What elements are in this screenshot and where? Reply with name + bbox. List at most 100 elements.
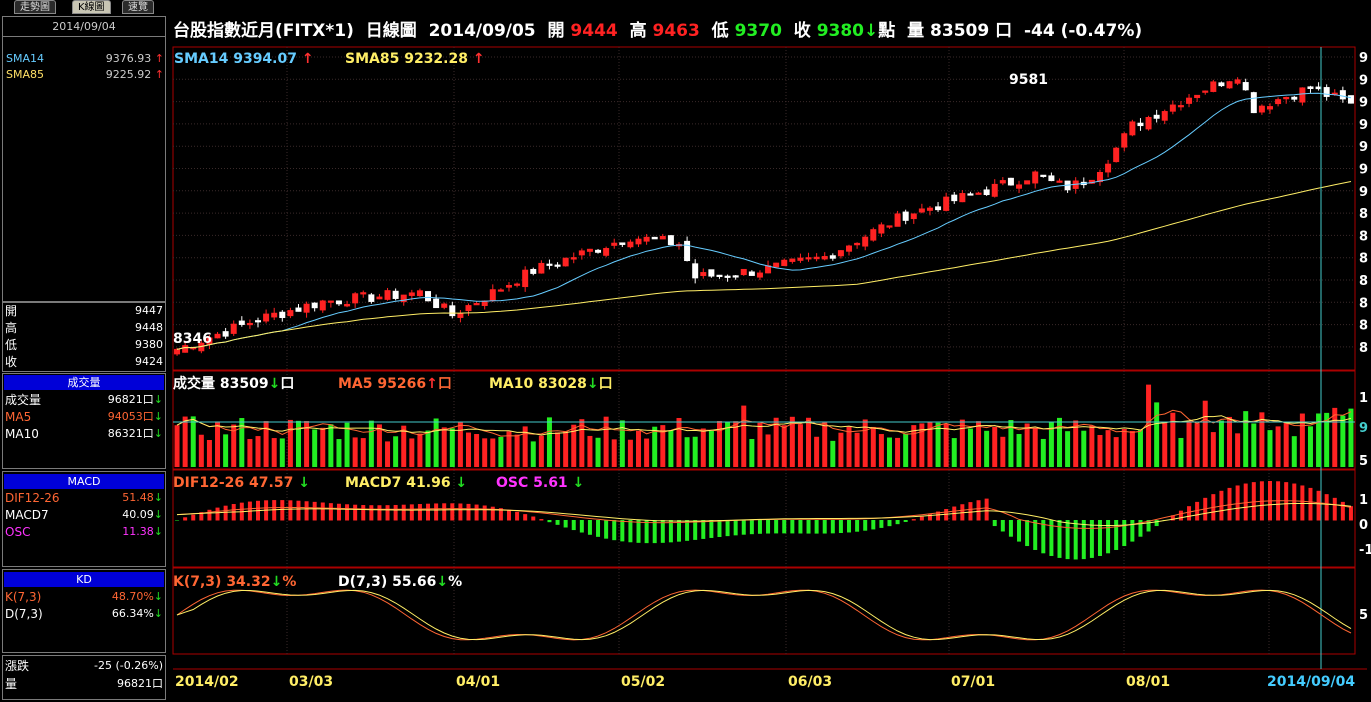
side-dif-row: DIF12-26 51.48↓ [5,491,163,505]
candle [1266,106,1273,110]
candle [603,248,610,256]
osc-bar [798,520,803,534]
osc-bar [515,511,520,521]
volume-bar [174,425,180,467]
quote-volume: 83509 [930,21,990,41]
candle [327,300,334,303]
kline-chart-svg[interactable]: 2014/02 03/03 04/01 05/02 06/03 07/01 08/01 201… [169,14,1371,702]
osc-bar [426,503,431,521]
tab-quick-view[interactable]: 速覽 [122,0,154,14]
side-low-row: 低 9380 [5,338,163,352]
sma85-legend: SMA85 9232.28 ↑ [345,51,485,67]
volume-bar [1089,425,1095,467]
chart-title: 台股指數近月(FITX*1) 日線圖 2014/09/05 開 9444 高 9… [173,21,1143,41]
osc-bar [1284,482,1289,521]
quote-low: 9370 [734,21,782,41]
osc-bar [466,503,471,521]
side-ma5-row: MA5 94053口↓ [5,410,163,424]
candle [789,258,796,262]
volume-bar [1348,408,1354,467]
osc-bar [919,516,924,521]
candle [1169,104,1176,112]
volume-bar [466,432,471,467]
vol-ma5-line [176,409,1352,437]
candle [813,256,820,260]
osc-bar [1146,520,1151,532]
volume-bar [215,421,221,467]
osc-bar [296,500,301,521]
osc-bar [822,520,827,534]
osc-bar [660,520,665,543]
osc-bar [668,520,673,543]
osc-bar [1106,520,1111,554]
tab-kline-chart[interactable]: K線圖 [72,0,111,14]
osc-bar [191,514,196,521]
osc-bar [644,520,649,544]
osc-bar [855,520,860,532]
d-line [176,589,1352,641]
volume-bar [1032,427,1038,467]
volume-bar [312,429,318,467]
volume-bar [555,432,561,467]
candle [708,269,715,277]
sma85-line [176,181,1352,350]
candle [1218,82,1225,87]
volume-bar [320,427,326,467]
candle [773,262,780,268]
tab-tick-chart[interactable]: 走勢圖 [14,0,56,14]
volume-bar [660,425,666,467]
candle [1161,111,1168,121]
panel-frame-2 [172,469,1356,568]
volume-bar [838,432,844,467]
volume-bar [587,435,593,467]
candle [246,322,253,326]
low-annotation: 8346 [173,331,212,347]
osc-bar [409,504,414,521]
volume-bar [603,416,609,467]
chart-area: 台股指數近月(FITX*1) 日線圖 2014/09/05 開 9444 高 9… [169,14,1371,702]
candle [797,257,804,261]
candle [554,264,561,267]
volume-bar [538,435,544,467]
volume-bar [409,438,415,467]
volume-bar [846,426,852,467]
osc-bar [701,520,706,539]
volume-bar [870,426,876,467]
candle [635,238,642,245]
candle [740,268,747,276]
osc-bar [879,520,884,528]
candle [983,189,990,196]
osc-bar [587,520,592,535]
osc-bar [458,503,463,521]
candle [214,333,221,339]
side-osc-row: OSC 11.38↓ [5,525,163,539]
osc-bar [1324,494,1329,521]
candle [586,248,593,252]
vol-ma10-legend: MA10 83028↓口 [489,376,613,392]
volume-bar [919,423,925,467]
volume-bar [725,422,731,467]
y-label-kd-0: 5 [1359,608,1368,623]
side-sma85-value: 9225.92 ↑ [105,68,164,81]
osc-bar [1251,482,1256,521]
y-label-price-0: 9 [1359,51,1368,66]
candle [1129,121,1136,136]
volume-bar [627,439,633,467]
candle [854,242,861,246]
osc-bar [1065,520,1070,560]
volume-bar [498,436,504,467]
candle [959,193,966,203]
volume-bar [943,423,949,467]
candle [724,275,731,278]
candle [732,275,739,278]
volume-bar [433,418,439,467]
osc-bar [1154,520,1159,527]
x-label-4: 06/03 [788,674,832,690]
volume-bar [684,437,690,467]
y-label-price-4: 9 [1359,140,1368,155]
volume-bar [376,424,382,467]
high-annotation: 9581 [1009,72,1048,88]
volume-bar [1162,422,1168,467]
y-label-price-1: 9 [1359,73,1368,88]
candle [538,262,545,274]
